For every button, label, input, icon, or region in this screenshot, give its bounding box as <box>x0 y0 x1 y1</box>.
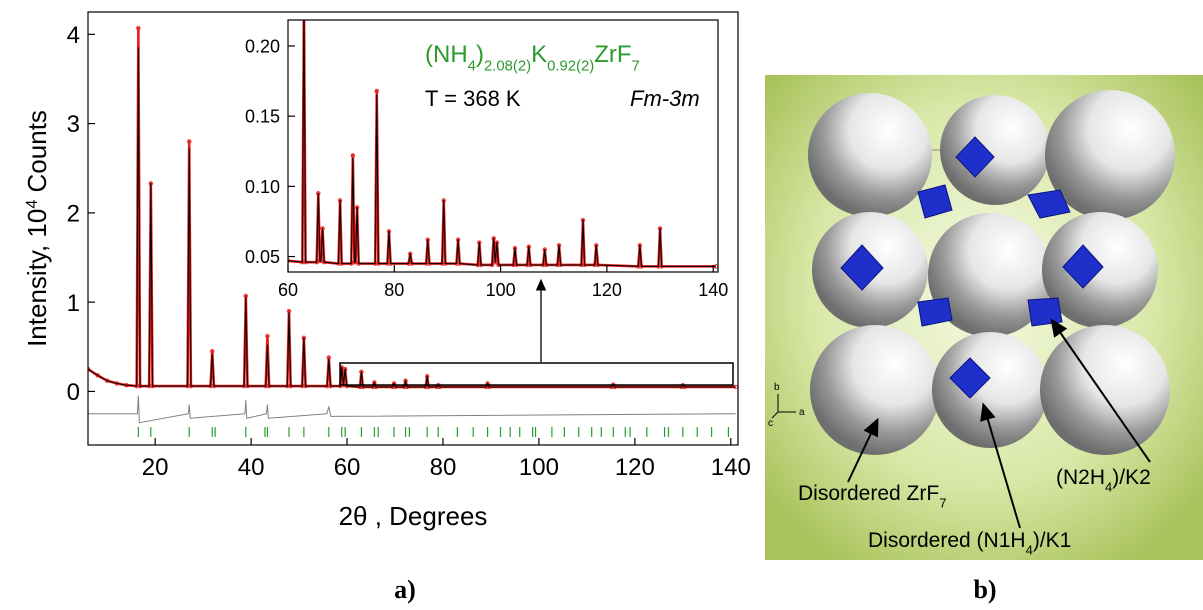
y-tick-label: 3 <box>67 111 80 138</box>
text-part: Disordered ZrF <box>798 482 939 505</box>
x-axis-label: 2θ , Degrees <box>339 501 488 531</box>
y-tick-label: 0.15 <box>245 107 280 127</box>
axis-letter: c <box>768 418 773 429</box>
x-tick-label: 120 <box>615 454 655 481</box>
text-part: 4 <box>468 58 476 74</box>
text-part: (NH <box>425 41 468 68</box>
x-tick-label: 20 <box>142 454 169 481</box>
x-tick-label: 140 <box>698 280 728 300</box>
text-part: 4 <box>1026 542 1033 557</box>
y-tick-label: 0.20 <box>245 36 280 56</box>
text-part: K <box>531 41 547 68</box>
text-part: Disordered (N1H <box>868 529 1026 552</box>
text-part: 2.08(2) <box>484 58 531 74</box>
text-part: 7 <box>632 58 640 74</box>
text-part: )/K2 <box>1112 466 1151 489</box>
text-part: 0.92(2) <box>547 58 594 74</box>
text-part: ) <box>476 41 484 68</box>
text-part: 4 <box>1105 479 1112 494</box>
text-part: ZrF <box>594 41 631 68</box>
text-part: (N2H <box>1056 466 1105 489</box>
x-tick-label: 140 <box>711 454 751 481</box>
text-part: 7 <box>939 495 946 510</box>
temperature: T = 368 K <box>425 86 521 111</box>
axis-letter: b <box>774 382 780 393</box>
x-tick-label: 100 <box>486 280 516 300</box>
panel-label: a) <box>394 575 416 604</box>
y-tick-label: 0 <box>67 379 80 406</box>
y-tick-label: 0.05 <box>245 247 280 267</box>
y-axis-label: Intensity, 104 Counts <box>22 110 52 347</box>
y-tick-label: 2 <box>67 201 80 228</box>
axis-letter: a <box>799 407 805 418</box>
y-tick-label: 0.10 <box>245 177 280 197</box>
text-part: )/K1 <box>1033 529 1072 552</box>
x-tick-label: 60 <box>334 454 361 481</box>
text-part: Counts <box>22 110 52 200</box>
observed-point <box>302 2 306 6</box>
x-tick-label: 80 <box>430 454 457 481</box>
y-tick-label: 1 <box>67 290 80 317</box>
text-part: 4 <box>23 200 41 209</box>
x-tick-label: 60 <box>278 280 298 300</box>
y-tick-label: 4 <box>67 22 80 49</box>
x-tick-label: 120 <box>592 280 622 300</box>
panel-label: b) <box>973 575 996 604</box>
x-tick-label: 40 <box>238 454 265 481</box>
chart: 60 80 100 120 140 0.05 0.10 0.15 0.20 (NH4)2.08(2… <box>245 0 728 300</box>
space-group: Fm-3m <box>630 86 700 111</box>
x-tick-label: 80 <box>384 280 404 300</box>
x-tick-label: 100 <box>519 454 559 481</box>
figure: a) b) 20 40 60 80 100 120 140 0 1 2 3 4 2θ , Degrees… <box>0 0 1203 610</box>
text-part: Intensity, 10 <box>22 209 52 347</box>
